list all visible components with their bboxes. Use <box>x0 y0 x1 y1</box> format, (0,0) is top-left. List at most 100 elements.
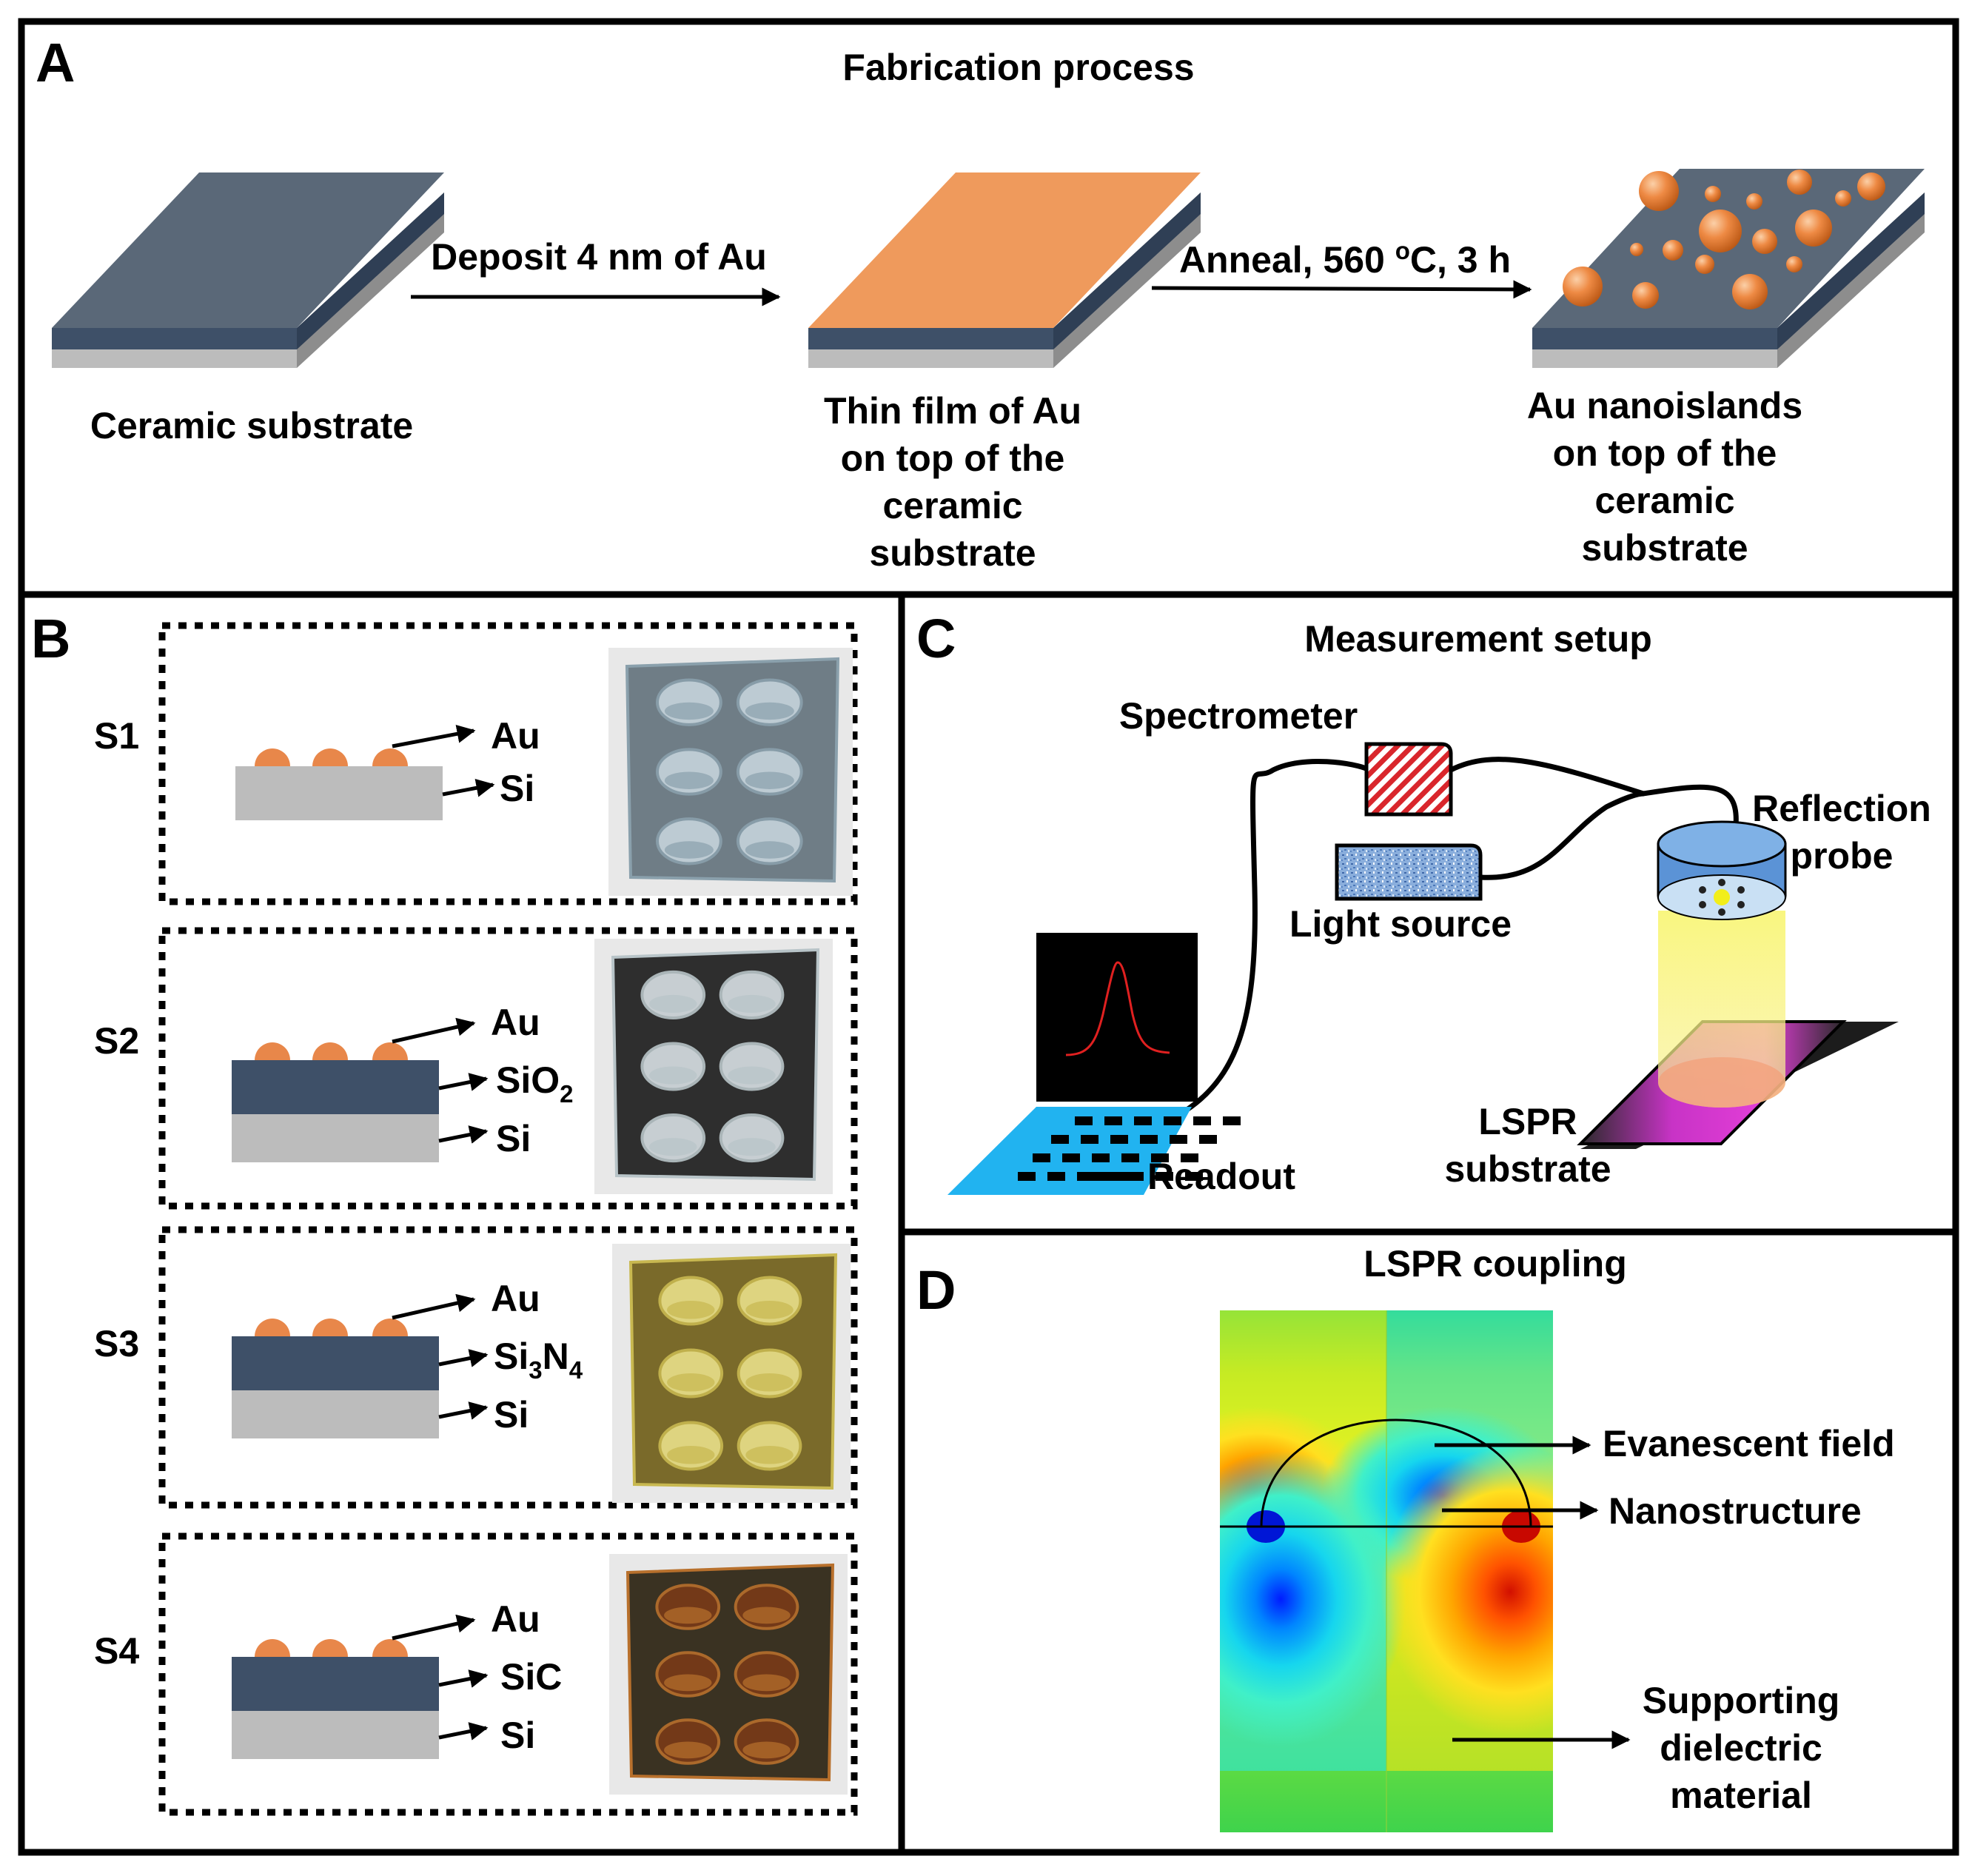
key <box>1199 1135 1217 1144</box>
si-label: Si <box>500 768 535 809</box>
spectrum-curve <box>1065 961 1170 1056</box>
light-source-label: Light source <box>1289 903 1512 945</box>
si-layer <box>232 1114 439 1162</box>
dielectric-layer <box>232 1060 439 1114</box>
au-nanoisland <box>1835 190 1851 207</box>
key <box>1075 1116 1093 1125</box>
au-particle <box>372 1042 408 1060</box>
sample-box <box>158 1532 858 1816</box>
key <box>1018 1172 1036 1181</box>
nanostructure-label: Nanostructure <box>1609 1490 1862 1532</box>
step2-label: Thin film of Au on top of the ceramic su… <box>823 390 1082 574</box>
lspr-substrate-label: LSPR substrate <box>1444 1101 1611 1190</box>
spectrometer-box <box>1364 742 1453 817</box>
dielectric-label: Si3N4 <box>494 1336 583 1384</box>
evanescent-label: Evanescent field <box>1603 1423 1895 1464</box>
key <box>1077 1172 1144 1181</box>
dielectric-label: SiC <box>500 1656 563 1698</box>
arrow-au <box>392 724 476 748</box>
arrow-au <box>392 1293 476 1320</box>
au-nanoisland <box>1787 170 1812 195</box>
dielectric-layer <box>232 1336 439 1390</box>
keyboard-keys <box>1018 1116 1241 1181</box>
key <box>1223 1116 1241 1125</box>
au-nanoisland <box>1630 243 1643 256</box>
arrow-dielectric <box>438 1073 489 1091</box>
arrow-au <box>392 1614 476 1641</box>
key <box>1170 1135 1187 1144</box>
measurement-title: Measurement setup <box>1304 618 1652 660</box>
au-particle <box>312 748 348 766</box>
key <box>1164 1116 1181 1125</box>
au-nanoisland <box>1857 172 1885 201</box>
au-label: Au <box>491 715 540 757</box>
light-beam <box>1658 911 1785 1108</box>
arrow-dielectric <box>438 1349 489 1367</box>
au-nanoisland <box>1632 282 1659 309</box>
au-nanoislands <box>1563 170 1885 309</box>
au-particle <box>312 1319 348 1336</box>
key <box>1110 1135 1128 1144</box>
key <box>1193 1116 1211 1125</box>
au-particle <box>372 748 408 766</box>
sample-box <box>158 927 858 1210</box>
au-nanoisland <box>1705 186 1721 202</box>
readout-label: Readout <box>1147 1156 1295 1197</box>
sample-id: S2 <box>94 1020 140 1062</box>
key <box>1155 1172 1173 1181</box>
panel-letter-c: C <box>916 608 956 669</box>
light-source-box <box>1335 843 1483 901</box>
key <box>1033 1153 1050 1162</box>
cable-light <box>1480 791 1644 880</box>
au-particle <box>312 1639 348 1657</box>
au-label: Au <box>491 1598 540 1640</box>
dielectric-label: Supporting dielectric material <box>1642 1680 1840 1816</box>
lspr-coupling-title: LSPR coupling <box>1363 1243 1627 1284</box>
panel-letter-a: A <box>36 32 76 93</box>
sample-id: S1 <box>94 715 140 757</box>
key <box>1121 1153 1139 1162</box>
au-particle <box>255 1042 290 1060</box>
figure-border <box>18 18 1959 1856</box>
panel-letter-d: D <box>916 1259 956 1321</box>
laptop-screen <box>1036 933 1198 1102</box>
measurement-setup <box>947 742 1899 1195</box>
key <box>1151 1153 1169 1162</box>
au-particle <box>255 1639 290 1657</box>
au-nanoisland <box>1786 256 1802 272</box>
key <box>1051 1135 1069 1144</box>
panel-letter-b: B <box>31 608 71 669</box>
au-nanoisland <box>1795 210 1832 247</box>
arrow-si <box>438 1401 489 1420</box>
key <box>1062 1153 1080 1162</box>
step1-label: Ceramic substrate <box>90 405 414 446</box>
au-particle <box>312 1042 348 1060</box>
sample-box <box>158 1226 858 1509</box>
au-label: Au <box>491 1278 540 1319</box>
au-nanoisland <box>1663 240 1683 261</box>
arrow-dielectric <box>438 1669 489 1688</box>
au-nanoisland <box>1752 229 1777 254</box>
si-layer <box>235 766 443 820</box>
au-particle <box>372 1639 408 1657</box>
au-particle <box>255 748 290 766</box>
arrow-si <box>438 1722 489 1741</box>
arrow-anneal-label: Anneal, 560 oC, 3 h <box>1178 237 1512 281</box>
slab-au-film <box>808 172 1201 368</box>
beam-spot <box>1658 1057 1785 1108</box>
au-nanoisland <box>1746 193 1762 210</box>
key <box>1134 1116 1152 1125</box>
au-particle <box>372 1319 408 1336</box>
key <box>1104 1116 1122 1125</box>
fabrication-title: Fabrication process <box>842 47 1195 88</box>
cable-readout <box>1150 758 1371 1132</box>
key <box>1092 1153 1110 1162</box>
si-layer <box>232 1711 439 1759</box>
dielectric-layer <box>232 1657 439 1711</box>
slab-ceramic <box>52 172 444 368</box>
arrow-deposit-label: Deposit 4 nm of Au <box>431 236 767 278</box>
au-label: Au <box>491 1002 540 1043</box>
arrow-au <box>392 1017 476 1044</box>
